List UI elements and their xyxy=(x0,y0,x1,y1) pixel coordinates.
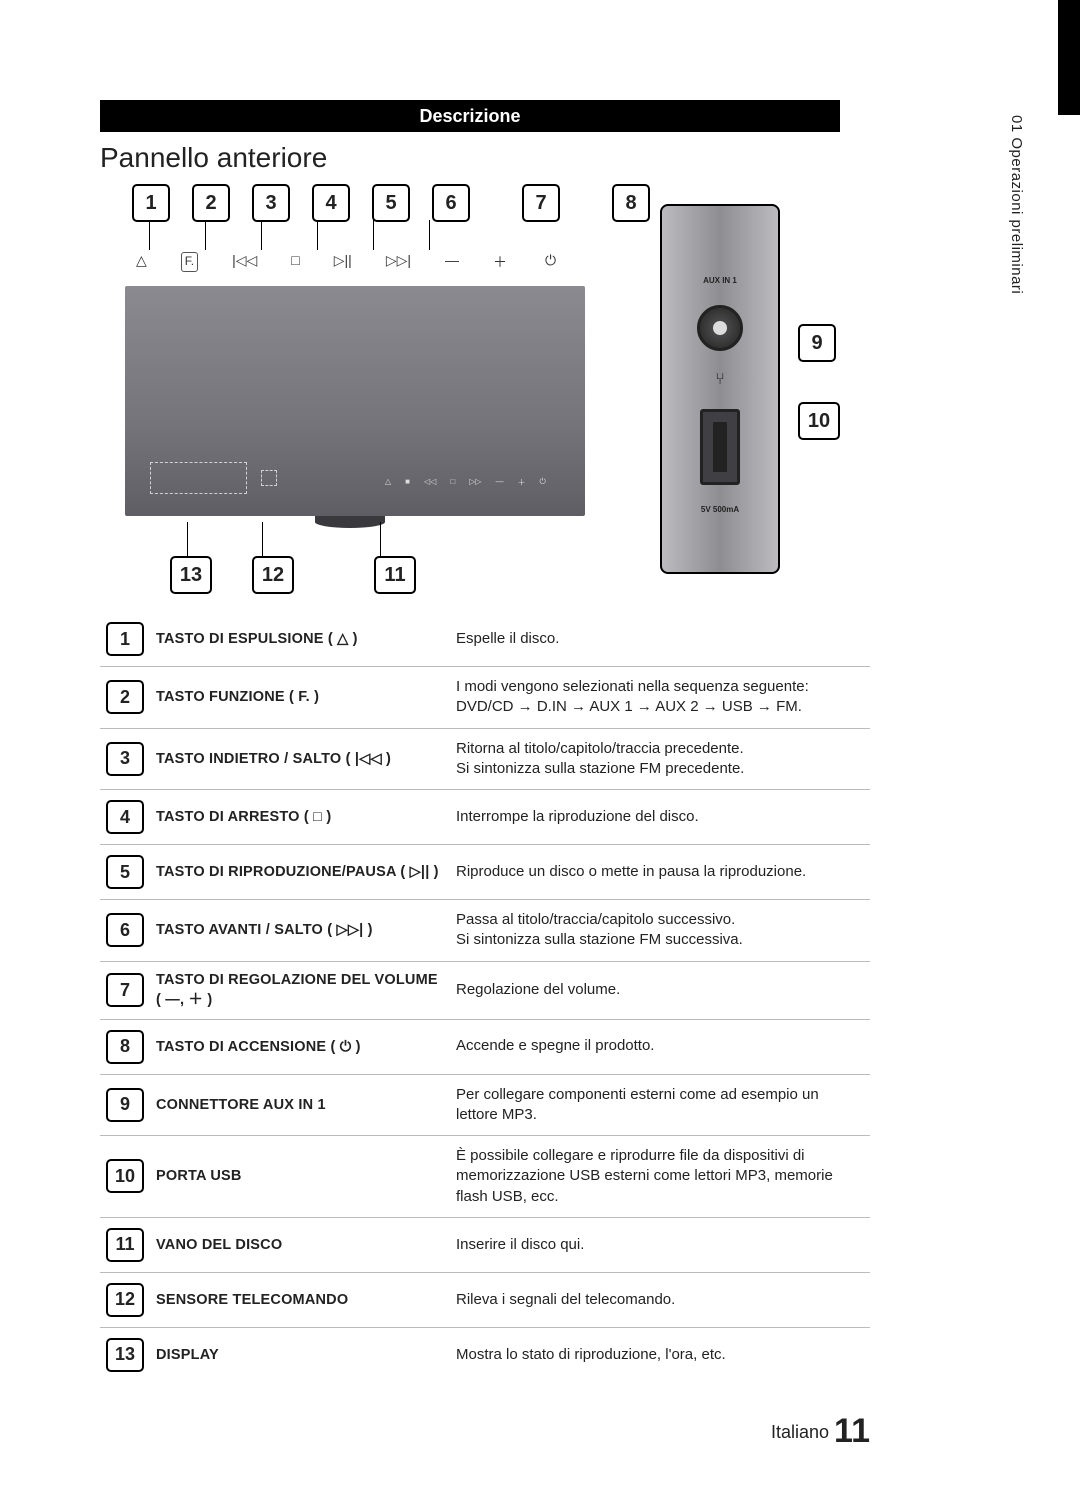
next-icon: ▷▷| xyxy=(386,252,411,272)
row-name: TASTO DI ARRESTO ( □ ) xyxy=(150,790,450,845)
prev-icon: |◁◁ xyxy=(232,252,257,272)
row-name: TASTO AVANTI / SALTO ( ▷▷| ) xyxy=(150,900,450,962)
row-name: VANO DEL DISCO xyxy=(150,1218,450,1273)
row-number: 7 xyxy=(100,962,150,1020)
row-description: È possibile collegare e riprodurre file … xyxy=(450,1136,870,1218)
row-number: 13 xyxy=(100,1328,150,1382)
row-description: Espelle il disco. xyxy=(450,612,870,667)
row-name: TASTO FUNZIONE ( F. ) xyxy=(150,667,450,729)
callout-11: 11 xyxy=(374,556,416,594)
display-area-dashed xyxy=(150,462,247,494)
row-description: Regolazione del volume. xyxy=(450,962,870,1020)
row-number-box: 2 xyxy=(106,680,144,714)
row-name: DISPLAY xyxy=(150,1328,450,1382)
row-name: PORTA USB xyxy=(150,1136,450,1218)
row-description: Per collegare componenti esterni come ad… xyxy=(450,1075,870,1137)
row-number-box: 10 xyxy=(106,1159,144,1193)
row-number-box: 11 xyxy=(106,1228,144,1262)
button-icon-row: △ F. |◁◁ □ ▷|| ▷▷| — ＋ ⏻ xyxy=(136,252,556,272)
row-description: Interrompe la riproduzione del disco. xyxy=(450,790,870,845)
row-name: CONNETTORE AUX IN 1 xyxy=(150,1075,450,1137)
callout-4: 4 xyxy=(312,184,350,222)
row-number: 1 xyxy=(100,612,150,667)
right-callouts: 9 10 xyxy=(798,324,840,440)
row-number-box: 8 xyxy=(106,1030,144,1064)
callout-9: 9 xyxy=(798,324,836,362)
callout-8: 8 xyxy=(612,184,650,222)
row-number-box: 4 xyxy=(106,800,144,834)
usb-slot-icon xyxy=(700,409,740,485)
row-description: Passa al titolo/traccia/capitolo success… xyxy=(450,900,870,962)
row-number: 11 xyxy=(100,1218,150,1273)
side-panel-illustration: AUX IN 1 ⑂ 5V 500mA xyxy=(660,204,780,574)
callout-7: 7 xyxy=(522,184,560,222)
row-description: Ritorna al titolo/capitolo/traccia prece… xyxy=(450,729,870,791)
page-footer: Italiano 11 xyxy=(100,1412,870,1451)
side-chapter-label: 01 Operazioni preliminari xyxy=(1008,115,1025,294)
device-illustration: △■◁◁□▷▷—＋⏻ xyxy=(125,286,585,516)
row-number: 3 xyxy=(100,729,150,791)
row-number: 12 xyxy=(100,1273,150,1328)
eject-icon: △ xyxy=(136,252,147,272)
row-number: 2 xyxy=(100,667,150,729)
row-description: Inserire il disco qui. xyxy=(450,1218,870,1273)
callout-5: 5 xyxy=(372,184,410,222)
row-number-box: 12 xyxy=(106,1283,144,1317)
row-name: TASTO INDIETRO / SALTO ( |◁◁ ) xyxy=(150,729,450,791)
row-number-box: 9 xyxy=(106,1088,144,1122)
voldn-icon: — xyxy=(445,252,459,272)
play-icon: ▷|| xyxy=(334,252,352,272)
sensor-area-dashed xyxy=(261,470,277,486)
row-description: Riproduce un disco o mette in pausa la r… xyxy=(450,845,870,900)
usb-power-label: 5V 500mA xyxy=(701,505,739,514)
row-name: TASTO DI RIPRODUZIONE/PAUSA ( ▷|| ) xyxy=(150,845,450,900)
row-number: 6 xyxy=(100,900,150,962)
row-number-box: 1 xyxy=(106,622,144,656)
description-table: 1TASTO DI ESPULSIONE ( △ )Espelle il dis… xyxy=(100,612,870,1382)
callout-2: 2 xyxy=(192,184,230,222)
row-number-box: 5 xyxy=(106,855,144,889)
front-panel-diagram: 1 2 3 4 5 6 7 8 △ F. |◁◁ □ ▷|| ▷▷| — ＋ ⏻… xyxy=(100,184,840,594)
tiny-icon-strip: △■◁◁□▷▷—＋⏻ xyxy=(385,477,546,488)
row-number-box: 7 xyxy=(106,973,144,1007)
row-name: TASTO DI ESPULSIONE ( △ ) xyxy=(150,612,450,667)
power-icon: ⏻ xyxy=(545,252,556,272)
row-number-box: 3 xyxy=(106,742,144,776)
row-description: Rileva i segnali del telecomando. xyxy=(450,1273,870,1328)
aux-label: AUX IN 1 xyxy=(703,276,737,285)
subsection-title: Pannello anteriore xyxy=(100,142,1020,174)
row-description: Accende e spegne il prodotto. xyxy=(450,1020,870,1075)
footer-lang: Italiano xyxy=(771,1422,829,1442)
func-icon: F. xyxy=(181,252,198,272)
aux-jack-icon xyxy=(697,305,743,351)
row-number-box: 13 xyxy=(106,1338,144,1372)
row-number: 4 xyxy=(100,790,150,845)
callout-1: 1 xyxy=(132,184,170,222)
stop-icon: □ xyxy=(291,252,299,272)
row-number: 5 xyxy=(100,845,150,900)
side-black-tab xyxy=(1058,0,1080,115)
bottom-callouts: 13 12 11 xyxy=(170,556,416,594)
row-description: Mostra lo stato di riproduzione, l'ora, … xyxy=(450,1328,870,1382)
callout-10: 10 xyxy=(798,402,840,440)
footer-page: 11 xyxy=(834,1412,870,1450)
row-description: I modi vengono selezionati nella sequenz… xyxy=(450,667,870,729)
callout-3: 3 xyxy=(252,184,290,222)
top-callouts: 1 2 3 4 5 6 7 8 xyxy=(132,184,650,222)
callout-12: 12 xyxy=(252,556,294,594)
row-number: 10 xyxy=(100,1136,150,1218)
row-number-box: 6 xyxy=(106,913,144,947)
row-name: TASTO DI ACCENSIONE ( ⏻ ) xyxy=(150,1020,450,1075)
section-title: Descrizione xyxy=(100,100,840,132)
row-name: TASTO DI REGOLAZIONE DEL VOLUME ( —, ＋ ) xyxy=(150,962,450,1020)
row-number: 8 xyxy=(100,1020,150,1075)
callout-6: 6 xyxy=(432,184,470,222)
row-number: 9 xyxy=(100,1075,150,1137)
row-name: SENSORE TELECOMANDO xyxy=(150,1273,450,1328)
volup-icon: ＋ xyxy=(493,252,507,272)
callout-13: 13 xyxy=(170,556,212,594)
